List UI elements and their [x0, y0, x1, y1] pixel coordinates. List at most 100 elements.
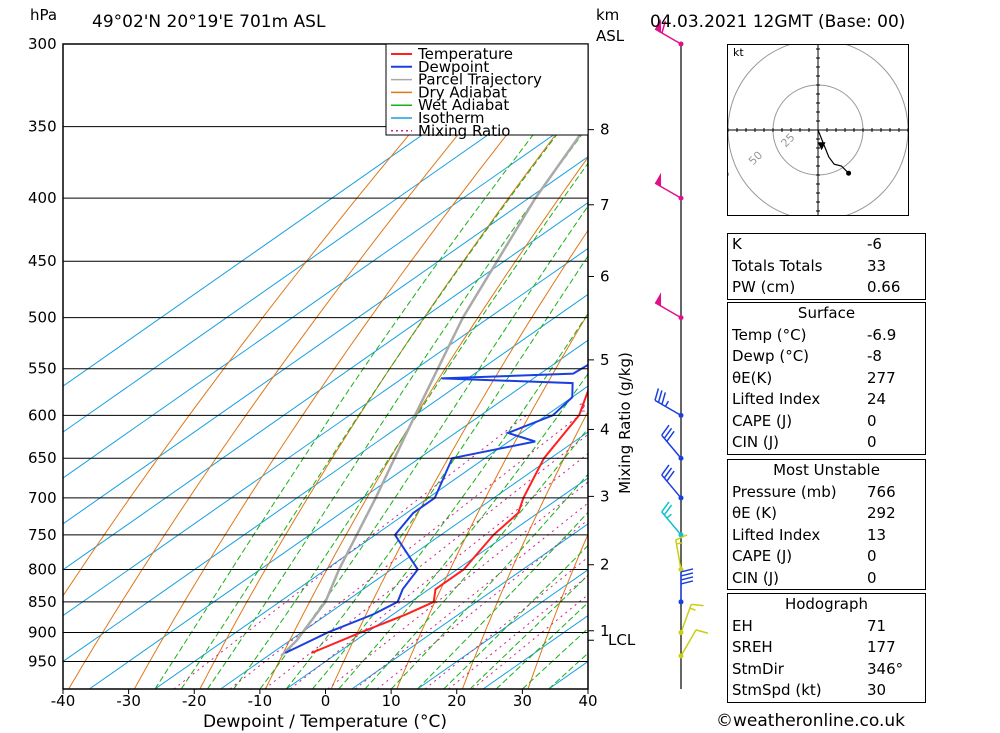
wind-barb-flag [655, 18, 662, 33]
surface-panel: Surface Temp (°C) -6.9 Dewp (°C) -8 θE(K) 277… [727, 302, 926, 455]
surface-index-row: Lifted Index 24 [728, 389, 925, 411]
wind-barb [663, 504, 673, 516]
hodograph-index-label: SREH [732, 638, 773, 656]
temp-tick-label: 10 [382, 692, 401, 710]
wind-barb [680, 576, 694, 581]
legend-label: Temperature [417, 45, 513, 63]
wind-barb [691, 603, 704, 607]
dry-adiabat-line [265, 156, 588, 689]
surface-index-value: -8 [867, 347, 882, 365]
height-tick-label: 1 [600, 622, 610, 640]
index-row: Totals Totals 33 [728, 256, 925, 278]
index-label: PW (cm) [732, 278, 796, 296]
wet-adiabat-line [417, 511, 588, 689]
index-value: -6 [867, 235, 882, 253]
hodograph: kt 25 50 75 [727, 44, 909, 216]
temp-tick-label: 30 [513, 692, 532, 710]
isotherm-line [89, 339, 588, 689]
datetime-title: 04.03.2021 12GMT (Base: 00) [650, 12, 905, 32]
pressure-tick-label: 950 [28, 653, 57, 671]
isotherm-line [417, 569, 588, 689]
surface-index-value: 277 [867, 368, 896, 387]
wind-barb-staff [661, 474, 682, 499]
most-unstable-index-label: Lifted Index [732, 525, 821, 544]
wet-adiabat-line [390, 473, 588, 689]
surface-index-label: Temp (°C) [732, 325, 807, 344]
wind-barb-staff [654, 182, 682, 199]
hodograph-index-label: EH [732, 616, 753, 635]
isotherm-line [63, 247, 588, 617]
legend-label: Mixing Ratio [418, 122, 510, 140]
wind-barb-half [689, 607, 696, 611]
hodograph-ring-label: 25 [779, 131, 798, 150]
hodograph-index-value: 346° [867, 659, 904, 678]
mixing-ratio-line [173, 414, 527, 689]
storm-motion-marker [817, 142, 826, 151]
hodograph-indices-panel: Hodograph EH 71 SREH 177 StmDir 346° StmSpd (k… [727, 593, 926, 703]
hodograph-ring-label: 75 [728, 166, 733, 185]
hodograph-indices-title: Hodograph [784, 595, 869, 613]
index-row: K -6 [728, 234, 925, 256]
wind-profile [654, 18, 709, 689]
dry-adiabat-line [987, 44, 1000, 689]
most-unstable-index-value: 292 [867, 504, 896, 522]
most-unstable-index-label: θE (K) [732, 504, 777, 522]
temp-tick-label: 40 [578, 692, 597, 710]
legend-label: Isotherm [418, 109, 485, 127]
hodograph-index-label: StmDir [732, 659, 784, 678]
mixing-ratio-line [376, 519, 588, 689]
pressure-tick-label: 900 [28, 624, 57, 642]
mixing-ratio-line [424, 556, 588, 689]
wind-barb [666, 470, 675, 482]
most-unstable-index-value: 0 [867, 568, 877, 587]
most-unstable-index-value: 13 [867, 525, 887, 544]
height-tick-label: 2 [600, 556, 610, 574]
isotherm-line [63, 201, 588, 571]
wind-barb-staff [675, 539, 682, 570]
pressure-tick-label: 800 [28, 560, 57, 578]
wind-barb [680, 568, 694, 573]
index-value: 33 [867, 256, 887, 275]
pressure-tick-label: 400 [28, 189, 57, 207]
temp-tick-label: -40 [51, 692, 76, 710]
mixing-ratio-line [327, 481, 588, 689]
wet-adiabat-line [233, 162, 588, 689]
most-unstable-index-value: 0 [867, 547, 877, 565]
surface-index-row: Temp (°C) -6.9 [728, 325, 925, 347]
most-unstable-index-row: CAPE (J) 0 [728, 546, 925, 568]
height-tick-label: 8 [600, 121, 610, 139]
wind-barb-staff [680, 604, 692, 633]
hodograph-index-value: 30 [867, 681, 887, 699]
wind-barb [680, 572, 694, 577]
pressure-tick-label: 550 [28, 360, 57, 378]
location-title: 49°02'N 20°19'E 701m ASL [92, 12, 326, 32]
hodograph-ring-label: 50 [746, 149, 765, 168]
height-unit-label: km [596, 6, 619, 24]
height-tick-label: 3 [600, 487, 610, 505]
temp-tick-label: 20 [447, 692, 466, 710]
isotherm-line [63, 110, 588, 479]
index-label: Totals Totals [732, 256, 823, 275]
wind-barb-staff [661, 511, 682, 536]
most-unstable-index-row: CIN (J) 0 [728, 568, 925, 590]
hodograph-index-row: EH 71 [728, 616, 925, 638]
hodograph-plot: 25 50 75 [728, 45, 908, 215]
surface-index-row: Dewp (°C) -8 [728, 346, 925, 368]
most-unstable-index-label: CIN (J) [732, 568, 780, 587]
pressure-tick-label: 300 [28, 35, 57, 53]
temp-tick-label: -10 [248, 692, 273, 710]
wind-barb [661, 464, 670, 476]
dry-adiabat-line [68, 44, 533, 689]
wind-barb [680, 580, 694, 585]
surface-index-value: -6.9 [867, 325, 897, 344]
dry-adiabat-line [330, 229, 588, 689]
indices-panel-top: K -6 Totals Totals 33 PW (cm) 0.66 [727, 233, 926, 300]
legend-label: Wet Adiabat [418, 96, 509, 114]
pressure-tick-label: 750 [28, 526, 57, 544]
most-unstable-index-label: CAPE (J) [732, 547, 793, 565]
hodograph-unit: kt [733, 46, 744, 59]
index-row: PW (cm) 0.66 [728, 277, 925, 299]
most-unstable-index-row: Lifted Index 13 [728, 525, 925, 547]
mixing-ratio-line [448, 575, 588, 689]
